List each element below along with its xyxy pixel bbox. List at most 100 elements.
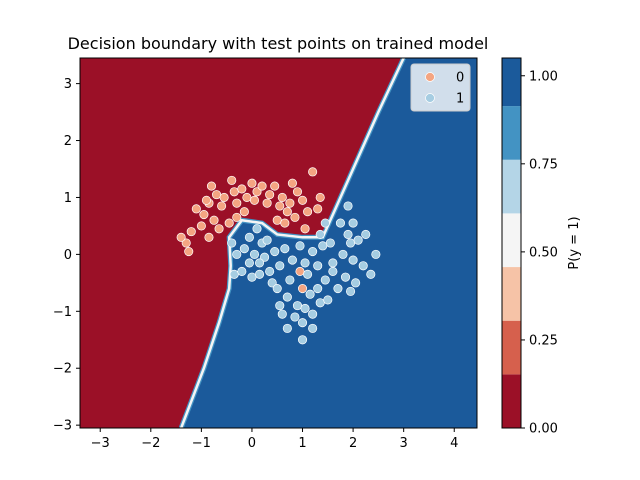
point-class-1 [229, 269, 239, 279]
point-class-0 [249, 195, 260, 205]
point-class-1 [308, 309, 318, 319]
point-class-1 [254, 269, 265, 279]
point-class-0 [315, 192, 325, 203]
point-class-1 [272, 283, 282, 294]
point-class-0 [229, 187, 239, 197]
point-class-1 [305, 289, 315, 299]
point-class-1 [290, 312, 300, 322]
point-class-0 [277, 192, 287, 203]
colorbar-band [502, 213, 521, 268]
y-tick-label: −1 [53, 305, 72, 320]
point-class-0 [285, 198, 295, 208]
x-tick-label: −2 [141, 436, 160, 451]
point-class-1 [285, 275, 295, 285]
point-class-0 [252, 187, 262, 197]
point-class-1 [335, 218, 346, 228]
colorbar-band [502, 267, 521, 321]
colorbar: 0.00 0.25 0.50 0.75 1.00 P(y = 1) [501, 57, 582, 437]
colorbar-label: P(y = 1) [567, 216, 582, 269]
point-class-1 [340, 272, 351, 282]
colorbar-band [502, 58, 521, 107]
point-class-0 [295, 266, 305, 277]
point-class-0 [237, 184, 247, 194]
point-class-0 [196, 221, 206, 231]
point-class-0 [181, 238, 191, 248]
point-class-1 [351, 278, 361, 288]
colorbar-tick-label: 0.00 [529, 422, 558, 437]
y-tick-label: −3 [53, 419, 72, 434]
point-class-0 [217, 201, 227, 211]
point-class-1 [300, 303, 310, 314]
point-class-0 [270, 181, 280, 191]
point-class-0 [242, 192, 252, 203]
point-class-1 [277, 309, 287, 319]
point-class-1 [328, 266, 338, 277]
legend-marker-1 [425, 93, 435, 103]
point-class-1 [275, 261, 285, 271]
point-class-1 [320, 218, 330, 228]
point-class-1 [292, 301, 303, 311]
point-class-1 [308, 323, 318, 333]
point-class-1 [247, 272, 257, 282]
y-tick-label: 2 [64, 134, 72, 149]
colorbar-tick-label: 1.00 [529, 69, 558, 84]
point-class-0 [224, 218, 234, 228]
y-tick-label: −2 [53, 362, 72, 377]
x-tick-label: −3 [91, 436, 110, 451]
point-class-0 [297, 195, 308, 205]
point-class-1 [275, 301, 285, 311]
x-tick-label: 4 [450, 436, 458, 451]
colorbar-tick-label: 0.50 [529, 245, 558, 260]
colorbar-band [502, 106, 521, 160]
y-tick-label: 3 [64, 77, 72, 92]
legend-label-0: 0 [456, 71, 464, 86]
point-class-1 [315, 298, 325, 308]
point-class-1 [260, 252, 270, 262]
point-class-0 [290, 212, 300, 222]
point-class-1 [297, 318, 308, 328]
point-class-0 [262, 198, 272, 208]
point-class-1 [333, 283, 343, 294]
point-class-0 [292, 187, 303, 197]
x-tick-label: 2 [349, 436, 357, 451]
point-class-1 [371, 249, 381, 259]
point-class-1 [320, 275, 330, 285]
point-class-1 [297, 335, 308, 345]
point-class-0 [313, 204, 323, 214]
point-class-1 [353, 235, 363, 245]
point-class-1 [318, 241, 328, 251]
point-class-0 [280, 218, 290, 228]
point-class-1 [265, 266, 275, 277]
point-class-1 [262, 235, 272, 245]
x-tick-label: 1 [298, 436, 306, 451]
plot-area [80, 58, 477, 428]
point-class-1 [287, 255, 297, 265]
point-class-0 [247, 178, 257, 188]
point-class-1 [346, 238, 356, 248]
point-class-1 [267, 278, 277, 288]
point-class-1 [227, 238, 237, 248]
point-class-0 [206, 181, 217, 191]
point-class-0 [308, 167, 318, 177]
point-class-1 [343, 229, 353, 240]
x-tick-label: 3 [400, 436, 408, 451]
point-class-0 [300, 224, 310, 234]
point-class-0 [275, 201, 285, 211]
colorbar-band [502, 374, 521, 428]
axes: −3 −2 −1 0 1 2 3 4 −3 −2 −1 0 1 2 3 [53, 77, 459, 451]
point-class-1 [270, 246, 280, 257]
boundary-line [179, 58, 405, 428]
point-class-0 [227, 175, 237, 185]
point-class-1 [348, 255, 358, 265]
point-class-0 [303, 207, 313, 217]
chart-title: Decision boundary with test points on tr… [68, 34, 489, 53]
plot-frame [79, 57, 478, 429]
point-class-1 [239, 244, 249, 254]
point-class-1 [232, 249, 242, 259]
point-class-1 [282, 292, 292, 302]
point-class-1 [366, 269, 376, 279]
point-class-1 [313, 261, 323, 271]
x-tick-label: 0 [248, 436, 256, 451]
point-class-1 [361, 229, 371, 240]
